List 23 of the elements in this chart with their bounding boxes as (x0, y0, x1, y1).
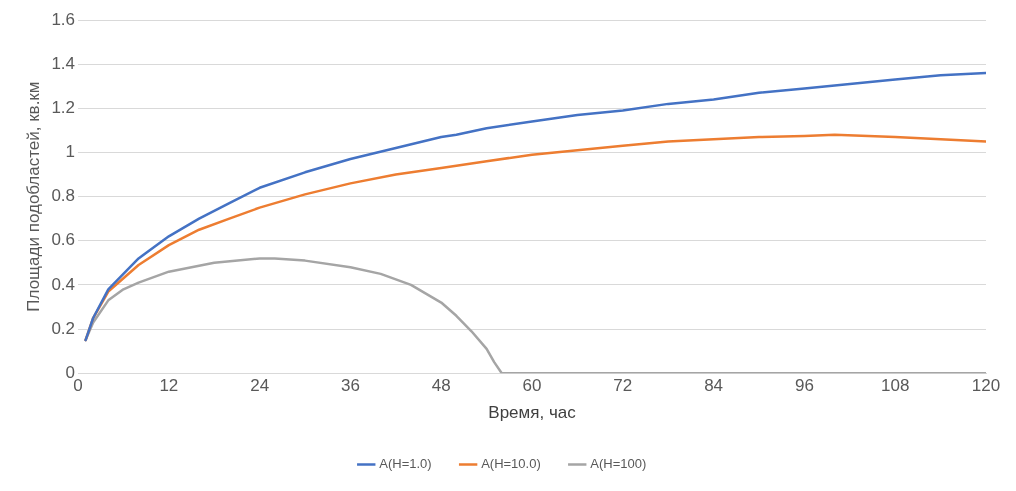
x-axis-title: Время, час (488, 403, 577, 423)
x-tick-label: 120 (971, 376, 1001, 396)
x-tick-label: 24 (250, 376, 270, 396)
legend-label: A(H=1.0) (379, 456, 432, 472)
x-tick-label: 72 (613, 376, 633, 396)
y-tick-label: 0.4 (51, 274, 76, 294)
x-tick-label: 12 (159, 376, 179, 396)
legend-label: A(H=100) (590, 456, 647, 472)
y-tick-label: 0.8 (51, 186, 76, 206)
y-axis-title: Площади подобластей, кв.км (23, 81, 43, 312)
y-tick-label: 0.2 (51, 318, 76, 338)
x-tick-label: 108 (881, 376, 910, 396)
y-tick-label: 1.4 (51, 53, 76, 73)
x-tick-label: 84 (704, 376, 724, 396)
y-tick-label: 0.6 (51, 230, 76, 250)
x-tick-label: 96 (794, 376, 814, 396)
legend-label: A(H=10.0) (481, 456, 541, 472)
x-tick-label: 60 (522, 376, 542, 396)
x-tick-label: 36 (340, 376, 360, 396)
x-tick-label: 48 (431, 376, 451, 396)
y-tick-label: 1 (65, 142, 76, 162)
y-tick-label: 1.2 (51, 97, 76, 117)
y-tick-label: 1.6 (51, 9, 76, 29)
